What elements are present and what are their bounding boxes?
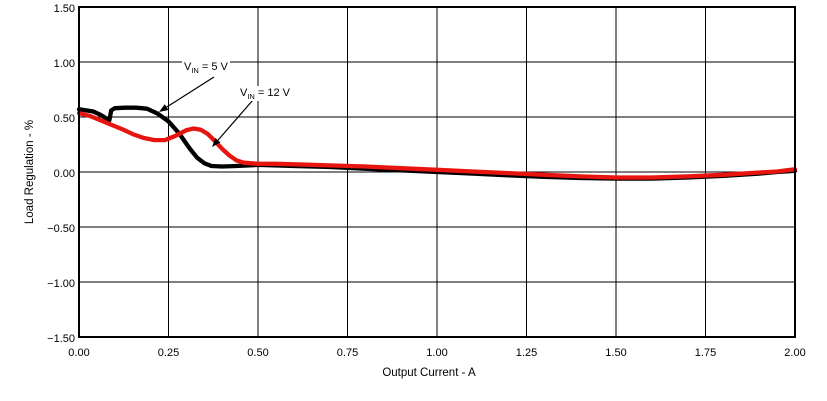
annotation-vin-5v-symbol: V: [184, 61, 192, 73]
annotation-vin-5v-subscript: IN: [191, 66, 199, 76]
y-tick-label: −0.50: [47, 223, 75, 235]
series-line-vin-12v: [76, 111, 798, 180]
y-tick-label: −1.00: [47, 278, 75, 290]
annotation-vin-12v-value: = 12 V: [254, 87, 291, 99]
y-tick-label: 1.50: [53, 3, 75, 15]
plot-border: [78, 6, 796, 338]
annotation-arrow-line-1: [166, 76, 215, 108]
x-tick-label: 0.50: [247, 347, 269, 359]
annotation-vin-5v: VIN = 5 V: [182, 60, 230, 75]
x-tick-label: 1.50: [605, 347, 627, 359]
annotation-arrow-line-2: [217, 99, 254, 141]
annotation-arrowhead-2: [212, 137, 221, 147]
annotation-vin-12v: VIN = 12 V: [238, 86, 293, 102]
x-tick-label: 0.75: [336, 347, 359, 359]
y-tick-label: 0.50: [53, 113, 75, 125]
x-tick-label: 1.75: [694, 347, 717, 359]
x-tick-label: 0.00: [68, 347, 90, 359]
x-tick-label: 1.25: [515, 347, 538, 359]
y-tick-label: 1.00: [53, 58, 75, 70]
y-tick-label: −1.50: [47, 333, 75, 345]
x-tick-label: 2.00: [784, 347, 806, 359]
y-axis-title: Load Regulation - %: [24, 119, 36, 225]
x-tick-label: 0.25: [157, 347, 180, 359]
y-tick-label: 0.00: [53, 168, 75, 180]
annotation-arrowhead-1: [159, 104, 169, 112]
annotation-vin-12v-symbol: V: [240, 87, 248, 99]
x-axis-title: Output Current - A: [382, 367, 476, 379]
x-tick-label: 1.00: [426, 347, 448, 359]
annotation-vin-5v-value: = 5 V: [198, 61, 228, 73]
annotation-vin-12v-subscript: IN: [247, 92, 255, 102]
